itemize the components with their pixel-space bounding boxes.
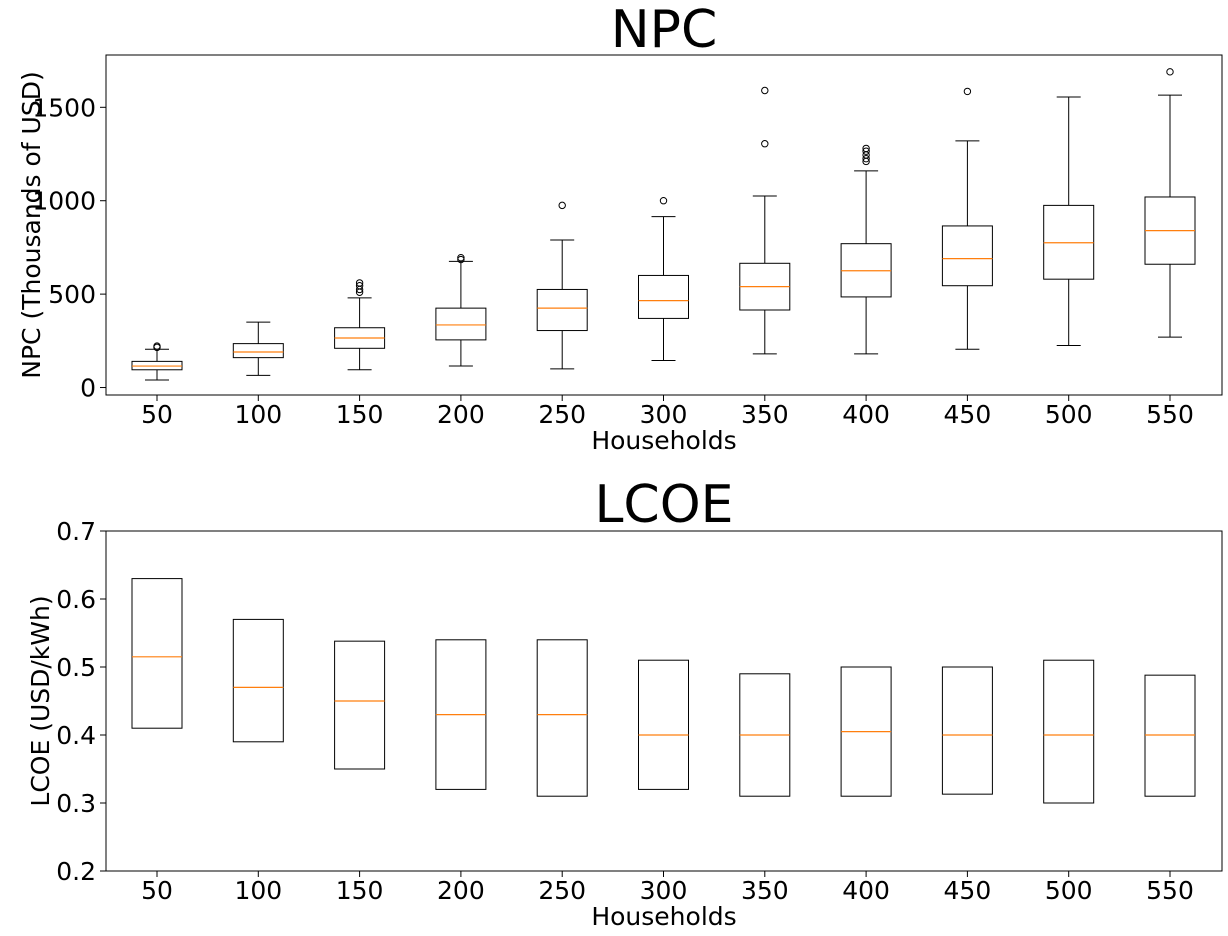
- npc-box-400: [840, 144, 892, 355]
- lcoe-box-150: [334, 640, 386, 770]
- npc-y-tick-label: 1000: [32, 187, 96, 216]
- npc-box-50: [131, 342, 183, 381]
- lcoe-x-tick-label: 50: [141, 876, 173, 905]
- iqr-box: [941, 225, 993, 287]
- iqr-box: [638, 659, 689, 790]
- outlier-point: [153, 342, 161, 350]
- iqr-box: [232, 618, 284, 743]
- lcoe-box-200: [435, 639, 487, 790]
- lcoe-box-550: [1144, 674, 1196, 797]
- npc-box-300: [638, 197, 689, 361]
- npc-box-500: [1043, 96, 1095, 346]
- lcoe-box-450: [941, 666, 993, 795]
- npc-boxes: [131, 68, 1196, 381]
- npc-x-tick-label: 50: [141, 400, 173, 429]
- npc-x-tick-label: 250: [538, 400, 586, 429]
- iqr-box: [941, 666, 993, 795]
- lcoe-boxes: [131, 578, 1196, 804]
- iqr-box: [232, 343, 284, 359]
- outlier-point: [355, 282, 364, 290]
- npc-box-150: [334, 279, 386, 371]
- outlier-point: [862, 151, 870, 159]
- npc-x-tick-label: 550: [1146, 400, 1194, 429]
- lcoe-y-tick-label: 0.7: [56, 517, 96, 546]
- iqr-box: [536, 639, 588, 797]
- lcoe-x-tick-label: 100: [234, 876, 282, 905]
- lcoe-plot-frame: [105, 530, 1223, 872]
- npc-y-axis: 0 500 1000 1500: [32, 93, 106, 403]
- lcoe-y-tick-label: 0.2: [56, 857, 96, 886]
- npc-box-200: [435, 253, 487, 367]
- lcoe-x-tick-label: 300: [640, 876, 688, 905]
- outlier-point: [862, 154, 870, 163]
- lcoe-panel: LCOE 0.2 0.3 0.4 0.5 0.6 0.7 50 100 150 200 250 30…: [26, 475, 1223, 931]
- iqr-box: [131, 578, 183, 729]
- npc-x-tick-label: 200: [437, 400, 485, 429]
- outlier-point: [761, 86, 769, 95]
- lcoe-box-100: [232, 618, 284, 743]
- lcoe-y-axis: 0.2 0.3 0.4 0.5 0.6 0.7: [56, 517, 106, 886]
- lcoe-x-tick-label: 200: [437, 876, 485, 905]
- outlier-point: [862, 147, 870, 155]
- outlier-point: [457, 253, 465, 262]
- npc-x-tick-label: 500: [1045, 400, 1093, 429]
- outlier-point: [1166, 68, 1174, 76]
- npc-box-100: [232, 321, 284, 376]
- npc-y-tick-label: 0: [80, 374, 96, 403]
- lcoe-x-tick-label: 350: [741, 876, 789, 905]
- outlier-point: [862, 144, 870, 153]
- lcoe-title: LCOE: [594, 475, 733, 535]
- outlier-point: [457, 255, 465, 264]
- npc-x-tick-label: 450: [944, 400, 992, 429]
- npc-panel: NPC 0 500 1000 1500 50 100 150 200 250 300 350 400…: [17, 0, 1223, 455]
- iqr-box: [1144, 674, 1196, 797]
- npc-y-tick-label: 1500: [32, 93, 96, 122]
- npc-box-450: [941, 87, 993, 350]
- lcoe-x-tick-label: 150: [336, 876, 384, 905]
- npc-x-axis-label: Households: [591, 426, 736, 455]
- outlier-point: [558, 201, 566, 210]
- lcoe-y-tick-label: 0.3: [56, 789, 96, 818]
- outlier-point: [659, 197, 668, 205]
- lcoe-box-300: [638, 659, 689, 790]
- lcoe-x-axis: 50 100 150 200 250 300 350 400 450 500 550: [141, 871, 1194, 905]
- npc-x-tick-label: 150: [336, 400, 384, 429]
- lcoe-y-tick-label: 0.5: [56, 653, 96, 682]
- lcoe-x-tick-label: 250: [538, 876, 586, 905]
- lcoe-x-tick-label: 550: [1146, 876, 1194, 905]
- lcoe-y-axis-label: LCOE (USD/kWh): [26, 595, 55, 806]
- lcoe-y-tick-label: 0.4: [56, 721, 96, 750]
- lcoe-x-tick-label: 400: [842, 876, 890, 905]
- lcoe-box-400: [840, 666, 892, 797]
- lcoe-box-250: [536, 639, 588, 797]
- iqr-box: [435, 307, 487, 341]
- lcoe-box-50: [131, 578, 183, 729]
- lcoe-box-500: [1043, 659, 1095, 804]
- lcoe-box-350: [739, 673, 791, 797]
- iqr-box: [638, 274, 689, 319]
- npc-title: NPC: [611, 0, 718, 60]
- npc-box-350: [739, 86, 791, 355]
- npc-box-250: [536, 201, 588, 370]
- lcoe-x-tick-label: 500: [1045, 876, 1093, 905]
- npc-x-tick-label: 100: [234, 400, 282, 429]
- outlier-point: [761, 140, 769, 148]
- npc-x-axis: 50 100 150 200 250 300 350 400 450 500 550: [141, 395, 1194, 429]
- npc-x-tick-label: 300: [640, 400, 688, 429]
- lcoe-x-tick-label: 450: [944, 876, 992, 905]
- npc-x-tick-label: 400: [842, 400, 890, 429]
- npc-x-tick-label: 350: [741, 400, 789, 429]
- iqr-box: [334, 640, 386, 770]
- lcoe-x-axis-label: Households: [591, 902, 736, 931]
- iqr-box: [536, 288, 588, 332]
- npc-y-axis-label: NPC (Thousands of USD): [17, 71, 46, 378]
- npc-box-550: [1144, 68, 1196, 338]
- npc-y-tick-label: 500: [48, 280, 96, 309]
- lcoe-y-tick-label: 0.6: [56, 585, 96, 614]
- outlier-point: [963, 87, 972, 96]
- iqr-box: [1043, 659, 1095, 804]
- outlier-point: [355, 279, 364, 287]
